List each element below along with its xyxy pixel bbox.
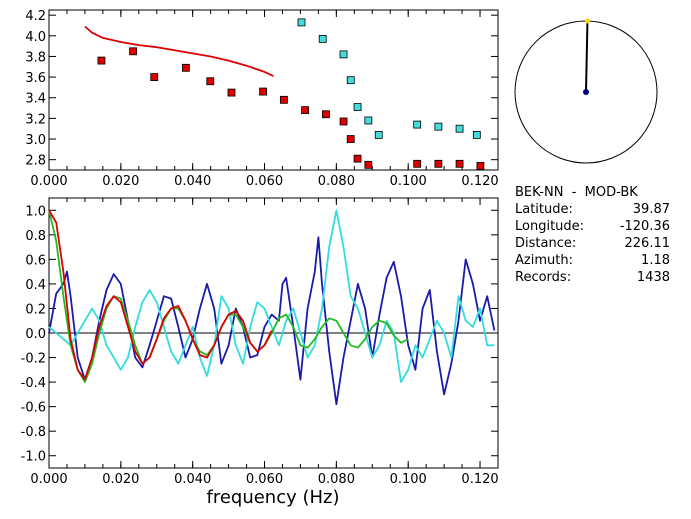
- distance-value: 226.11: [624, 236, 671, 251]
- top-chart: 0.000 0.020 0.040 0.060 0.080 0.100 0.120 2.8 3.…: [25, 9, 498, 189]
- records-row: Records: 1438: [515, 269, 670, 286]
- compass-station-dot: [584, 18, 590, 24]
- longitude-label: Longitude:: [515, 219, 585, 234]
- top-x-tick-label: 0.000: [30, 174, 67, 189]
- azimuth-label: Azimuth:: [515, 253, 573, 268]
- longitude-row: Longitude: -120.36: [515, 218, 670, 235]
- bottom-y-tick-label: 0.6: [25, 253, 46, 268]
- top-marker-marker_cyan: [353, 103, 362, 111]
- top-marker-marker_red: [455, 159, 464, 168]
- bottom-x-tick-label: 0.080: [318, 472, 355, 487]
- top-y-tick-label: 2.8: [25, 154, 46, 169]
- bottom-chart: 0.000 0.020 0.040 0.060 0.080 0.100 0.120 1.0 0.…: [21, 198, 499, 487]
- bottom-x-tick-label: 0.060: [246, 472, 283, 487]
- top-marker-marker_red: [476, 161, 485, 170]
- top-y-tick-label: 3.6: [25, 71, 46, 86]
- top-marker-marker_cyan: [472, 131, 481, 139]
- top-marker-marker_red: [259, 87, 267, 96]
- top-marker-marker_cyan: [297, 18, 306, 27]
- bottom-y-tick-label: 0.0: [25, 327, 46, 342]
- longitude-value: -120.36: [619, 219, 670, 234]
- bottom-y-tick-label: -0.4: [21, 376, 46, 391]
- bottom-x-tick-label: 0.100: [390, 472, 427, 487]
- top-marker-marker_red: [181, 63, 190, 72]
- top-marker-marker_red: [301, 106, 310, 115]
- bottom-y-tick-label: -0.2: [21, 352, 46, 367]
- top-marker-marker_red: [346, 135, 355, 143]
- top-marker-marker_cyan: [339, 50, 348, 59]
- top-marker-marker_red: [150, 73, 159, 81]
- top-marker-marker_red: [280, 95, 288, 104]
- top-series-red-0: [84, 25, 274, 77]
- azimuth-value: 1.18: [641, 253, 670, 268]
- latitude-label: Latitude:: [515, 202, 573, 217]
- top-x-tick-label: 0.060: [246, 174, 283, 189]
- compass-center-dot: [583, 89, 589, 95]
- bottom-y-tick-label: -1.0: [21, 450, 46, 465]
- bottom-series-blue-0: [48, 236, 496, 406]
- top-plot-frame: [48, 9, 499, 171]
- top-x-tick-label: 0.120: [461, 174, 498, 189]
- bottom-y-tick-label: 0.2: [25, 302, 46, 317]
- top-marker-marker_cyan: [374, 131, 383, 139]
- distance-row: Distance: 226.11: [515, 235, 670, 252]
- top-marker-marker_red: [322, 110, 330, 119]
- top-x-tick-label: 0.080: [318, 174, 355, 189]
- top-marker-marker_cyan: [455, 124, 464, 133]
- bottom-y-tick-label: -0.8: [21, 425, 46, 440]
- top-x-tick-label: 0.100: [390, 174, 427, 189]
- azimuth-row: Azimuth: 1.18: [515, 252, 670, 269]
- top-x-tick-label: 0.040: [174, 174, 211, 189]
- top-marker-marker_red: [129, 47, 137, 56]
- top-marker-marker_cyan: [413, 120, 422, 129]
- bottom-x-tick-label: 0.040: [174, 472, 211, 487]
- station-info-panel: BEK-NN - MOD-BK Latitude: 39.87 Longitud…: [515, 184, 670, 286]
- bottom-y-tick-label: 0.4: [25, 278, 46, 293]
- top-marker-marker_red: [339, 117, 348, 126]
- top-y-tick-label: 3.2: [25, 112, 46, 127]
- station-pair-label: BEK-NN - MOD-BK: [515, 185, 638, 200]
- top-marker-marker_red: [413, 159, 422, 168]
- bottom-x-tick-label: 0.000: [30, 472, 67, 487]
- bottom-series-green-2: [48, 210, 409, 384]
- latitude-value: 39.87: [632, 202, 670, 217]
- distance-label: Distance:: [515, 236, 577, 251]
- top-marker-marker_cyan: [434, 122, 443, 131]
- top-y-tick-label: 3.4: [25, 92, 46, 107]
- top-marker-marker_red: [97, 56, 106, 65]
- top-x-tick-label: 0.020: [102, 174, 139, 189]
- bottom-x-tick-label: 0.120: [461, 472, 498, 487]
- top-y-tick-label: 3.0: [25, 133, 46, 148]
- latitude-row: Latitude: 39.87: [515, 201, 670, 218]
- top-y-tick-label: 3.8: [25, 50, 46, 65]
- top-marker-marker_red: [364, 160, 373, 169]
- top-marker-marker_red: [434, 159, 443, 168]
- bottom-y-tick-label: 0.8: [25, 229, 46, 244]
- bottom-x-tick-label: 0.020: [102, 472, 139, 487]
- top-marker-marker_red: [206, 77, 215, 86]
- top-marker-marker_red: [353, 154, 362, 163]
- bottom-series-cyan-1: [48, 209, 495, 384]
- compass: [514, 18, 658, 164]
- top-marker-marker_cyan: [318, 35, 327, 43]
- top-marker-marker_cyan: [346, 76, 355, 85]
- x-axis-label: frequency (Hz): [206, 487, 339, 508]
- compass-needle: [585, 20, 589, 93]
- bottom-y-tick-label: -0.6: [21, 401, 46, 416]
- bottom-y-tick-label: 1.0: [25, 204, 46, 219]
- top-y-tick-label: 4.0: [25, 30, 46, 45]
- bottom-series-red-3: [48, 209, 273, 381]
- top-marker-marker_cyan: [364, 116, 373, 125]
- records-label: Records:: [515, 270, 572, 285]
- top-marker-marker_red: [227, 88, 236, 97]
- top-y-tick-label: 4.2: [25, 9, 46, 24]
- records-value: 1438: [636, 270, 670, 285]
